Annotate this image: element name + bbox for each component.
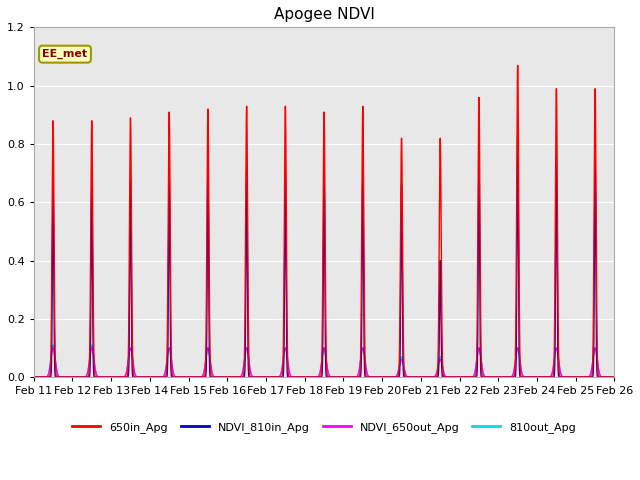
NDVI_650out_Apg [609,374,616,380]
650in_Apg [404,374,412,380]
650in_Apg [247,374,255,380]
810out_Apg [154,374,162,380]
650in_Apg [609,374,616,380]
NDVI_650out_Apg [49,345,57,351]
NDVI_650out_Apg [247,371,255,377]
810out_Apg [148,374,156,380]
NDVI_810in_Apg [487,374,495,380]
NDVI_650out_Apg [378,374,386,380]
NDVI_650out_Apg [611,374,618,380]
810out_Apg [30,374,38,380]
NDVI_810in_Apg [154,374,162,380]
Line: 650in_Apg: 650in_Apg [34,65,614,377]
NDVI_810in_Apg [514,132,522,138]
Line: NDVI_650out_Apg: NDVI_650out_Apg [34,348,614,377]
650in_Apg [514,62,522,68]
650in_Apg [487,374,495,380]
650in_Apg [30,374,38,380]
Text: EE_met: EE_met [42,49,88,60]
810out_Apg [609,374,616,380]
Legend: 650in_Apg, NDVI_810in_Apg, NDVI_650out_Apg, 810out_Apg: 650in_Apg, NDVI_810in_Apg, NDVI_650out_A… [68,418,580,437]
Title: Apogee NDVI: Apogee NDVI [274,7,374,22]
NDVI_810in_Apg [404,374,412,380]
NDVI_810in_Apg [30,374,38,380]
NDVI_810in_Apg [609,374,616,380]
NDVI_810in_Apg [611,374,618,380]
650in_Apg [154,374,162,380]
NDVI_810in_Apg [148,374,156,380]
810out_Apg [49,342,57,348]
NDVI_650out_Apg [30,374,38,380]
NDVI_650out_Apg [487,374,495,380]
810out_Apg [378,374,386,380]
650in_Apg [148,374,156,380]
Line: NDVI_810in_Apg: NDVI_810in_Apg [34,135,614,377]
810out_Apg [247,371,255,377]
650in_Apg [378,374,386,380]
810out_Apg [487,374,495,380]
NDVI_650out_Apg [154,374,162,380]
810out_Apg [611,374,618,380]
NDVI_810in_Apg [417,374,425,380]
NDVI_650out_Apg [148,374,156,380]
810out_Apg [404,374,412,380]
Line: 810out_Apg: 810out_Apg [34,345,614,377]
NDVI_810in_Apg [247,374,255,380]
NDVI_650out_Apg [404,374,412,380]
650in_Apg [611,374,618,380]
